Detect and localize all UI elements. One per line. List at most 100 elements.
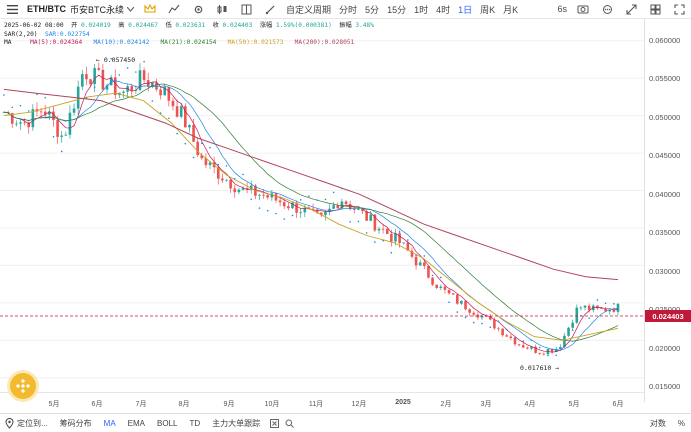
camera-icon[interactable] [576, 2, 590, 16]
candle-body [381, 228, 385, 230]
timeframe-5[interactable]: 4时 [436, 4, 451, 15]
fullscreen-icon[interactable] [672, 2, 686, 16]
timeframe-7[interactable]: 周K [480, 4, 496, 15]
candle-body [324, 211, 327, 216]
big-order-button[interactable]: 主力大单跟踪 [212, 418, 261, 428]
sar-dot [250, 198, 253, 201]
sar-dot [102, 70, 104, 73]
ma21-value: MA(21):0.024154 [160, 39, 217, 46]
timeframe-2[interactable]: 5分 [365, 4, 380, 15]
timeframe-3[interactable]: 15分 [387, 4, 407, 15]
open-label: 开 [71, 22, 78, 29]
ma5-value: MA(5):0.024364 [30, 39, 83, 46]
timeframe-1[interactable]: 分时 [339, 4, 358, 15]
ema-button[interactable]: EMA [127, 418, 146, 428]
candle-body [163, 86, 167, 96]
crown-icon[interactable] [143, 2, 157, 16]
x-tick-label: 11月 [308, 401, 324, 408]
candle-body [612, 309, 616, 312]
close-icon[interactable] [270, 418, 280, 428]
td-button[interactable]: TD [189, 418, 201, 428]
market-name[interactable]: 币安BTC永续 [70, 4, 125, 15]
ma-button[interactable]: MA [103, 418, 116, 428]
candle-body [315, 209, 319, 213]
timeframe-6[interactable]: 1日 [458, 4, 473, 15]
candle-body [447, 289, 451, 294]
candle-body [365, 211, 368, 221]
candle-body [604, 308, 607, 312]
candle-body [373, 214, 377, 231]
ma200-value: MA(200):0.028051 [294, 39, 355, 46]
sar-dot [514, 336, 516, 339]
grid-icon[interactable] [648, 2, 662, 16]
location-icon[interactable] [5, 417, 14, 429]
bottom-toolbar: 定位到... 筹码分布 MA EMA BOLL TD 主力大单跟踪 对数 % [0, 413, 691, 432]
candle-body [31, 109, 35, 128]
candle-body [113, 77, 117, 96]
candle-body [505, 335, 509, 337]
gear-icon[interactable] [191, 2, 205, 16]
candle-body [278, 200, 282, 203]
sar-dot [431, 274, 434, 277]
candle-body [237, 189, 241, 193]
price-axis[interactable]: 0.060000 0.055000 0.050000 0.045000 0.04… [644, 19, 691, 402]
candle-body [480, 315, 484, 318]
candle-body [455, 294, 459, 304]
high-label: 高 [118, 22, 125, 29]
chip-distribution-button[interactable]: 筹码分布 [59, 418, 92, 428]
price-chart[interactable] [0, 19, 644, 402]
sar-dot [324, 198, 327, 201]
sar-dot [217, 163, 220, 166]
expand-icon[interactable] [624, 2, 638, 16]
boll-button[interactable]: BOLL [157, 418, 178, 428]
time-axis[interactable]: 5月 6月 7月 8月 9月 10月 11月 12月 2025 2月 3月 4月… [0, 392, 644, 413]
candle-body [497, 328, 500, 330]
timeframe-4[interactable]: 1时 [414, 4, 429, 15]
candle-body [509, 336, 513, 339]
candle-body [192, 125, 195, 142]
refresh-label[interactable]: 6s [557, 4, 567, 14]
x-tick-label: 2025 [395, 399, 411, 406]
binance-logo[interactable] [10, 373, 36, 399]
sar-dot [332, 191, 335, 194]
sar-dot [85, 96, 88, 99]
candle-body [526, 347, 529, 349]
candle-body [266, 195, 270, 198]
sar-dot [110, 57, 112, 60]
indicator-icon[interactable] [167, 2, 181, 16]
sar-dot [36, 93, 38, 96]
candle-body [320, 212, 323, 216]
sar-dot [316, 199, 318, 201]
candle-body [414, 256, 418, 266]
candle-body [241, 188, 245, 190]
candle-body [93, 68, 96, 85]
more-icon[interactable] [600, 2, 614, 16]
candle-body [221, 178, 224, 181]
sar-dot [60, 150, 63, 153]
search-icon[interactable] [285, 419, 295, 428]
candle-body [394, 233, 397, 242]
sar-dot [555, 354, 557, 357]
candle-body [68, 112, 72, 135]
y-tick-label: 0.040000 [649, 190, 681, 199]
candle-body [175, 106, 179, 117]
candle-body [369, 214, 373, 221]
custom-period-button[interactable]: 自定义周期 [286, 4, 332, 15]
candle-type-icon[interactable] [215, 2, 229, 16]
chevron-down-icon[interactable] [126, 2, 134, 16]
log-scale-button[interactable]: 对数 [649, 418, 666, 428]
sar-dot [407, 239, 409, 241]
symbol-name[interactable]: ETH/BTC [27, 4, 66, 14]
candle-body [423, 262, 426, 267]
layout-icon[interactable] [239, 2, 253, 16]
candle-body [587, 305, 591, 311]
moving-averages [3, 74, 619, 353]
candle-body [575, 307, 579, 323]
timeframe-8[interactable]: 月K [503, 4, 519, 15]
percent-scale-button[interactable]: % [677, 418, 685, 428]
menu-icon[interactable] [5, 2, 19, 16]
sar-dot [258, 207, 261, 209]
locate-button[interactable]: 定位到... [17, 418, 48, 428]
draw-icon[interactable] [263, 2, 277, 16]
candle-body [377, 228, 381, 231]
